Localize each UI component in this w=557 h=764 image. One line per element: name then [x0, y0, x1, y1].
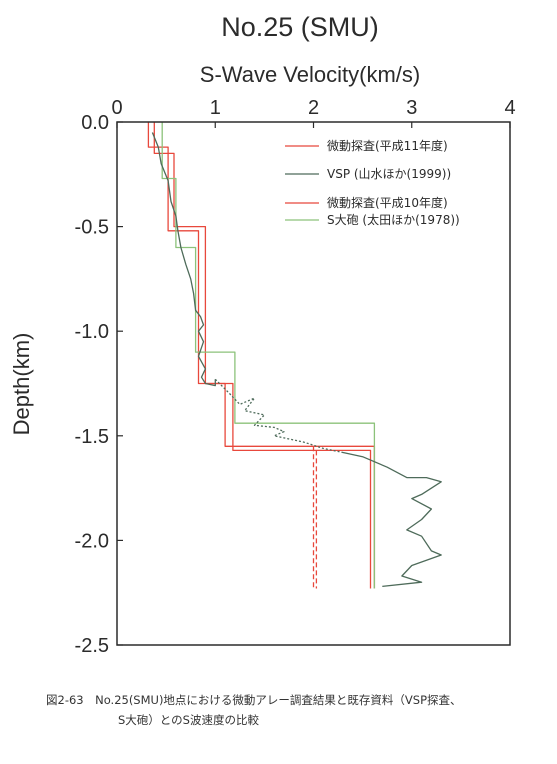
- legend-item-1: 微動探査(平成11年度): [285, 138, 448, 153]
- y-tick-label: -2.5: [75, 635, 109, 657]
- series-line-8: [342, 451, 442, 588]
- series-line-6: [151, 132, 216, 387]
- series-line-2: [153, 122, 372, 589]
- x-tick-label: 0: [111, 97, 122, 119]
- x-tick-label: 1: [210, 97, 221, 119]
- y-tick-label: -2.0: [75, 530, 109, 552]
- tick-layer: 0 1 2 3 4 0.0 -0.5 -1.0 -1.5 -2.0 -2.5: [75, 97, 516, 657]
- x-tick-label: 2: [308, 97, 319, 119]
- series-layer: [147, 122, 442, 589]
- figure-caption: 図2-63 No.25(SMU)地点における微動アレー調査結果と既存資料（VSP…: [46, 690, 546, 730]
- legend: 微動探査(平成11年度) VSP (山水ほか(1999)) 微動探査(平成10年度)…: [285, 138, 460, 227]
- legend-label: VSP (山水ほか(1999)): [327, 167, 451, 181]
- caption-line-2: S大砲）とのS波速度の比較: [118, 713, 259, 727]
- y-tick-label: -1.5: [75, 426, 109, 448]
- legend-item-4: S大砲 (太田ほか(1978)): [285, 212, 460, 227]
- legend-item-3: 微動探査(平成10年度): [285, 195, 448, 210]
- series-line-5: [161, 122, 376, 589]
- series-line-1: [147, 122, 376, 589]
- x-tick-label: 3: [406, 97, 417, 119]
- x-axis-title: S-Wave Velocity(km/s): [199, 62, 421, 87]
- legend-label: 微動探査(平成11年度): [327, 138, 448, 153]
- legend-label: 微動探査(平成10年度): [327, 195, 448, 210]
- x-tick-label: 4: [504, 97, 515, 119]
- chart-title: No.25 (SMU): [221, 12, 379, 42]
- series-line-7: [214, 378, 344, 454]
- y-tick-label: 0.0: [81, 112, 109, 134]
- depth-velocity-plot: 微動探査(平成11年度) VSP (山水ほか(1999)) 微動探査(平成10年度)…: [75, 97, 516, 657]
- y-tick-label: -1.0: [75, 321, 109, 343]
- caption-line-1: 図2-63 No.25(SMU)地点における微動アレー調査結果と既存資料（VSP…: [46, 693, 462, 707]
- y-tick-label: -0.5: [75, 217, 109, 239]
- legend-item-2: VSP (山水ほか(1999)): [285, 167, 451, 181]
- legend-label: S大砲 (太田ほか(1978)): [327, 212, 460, 227]
